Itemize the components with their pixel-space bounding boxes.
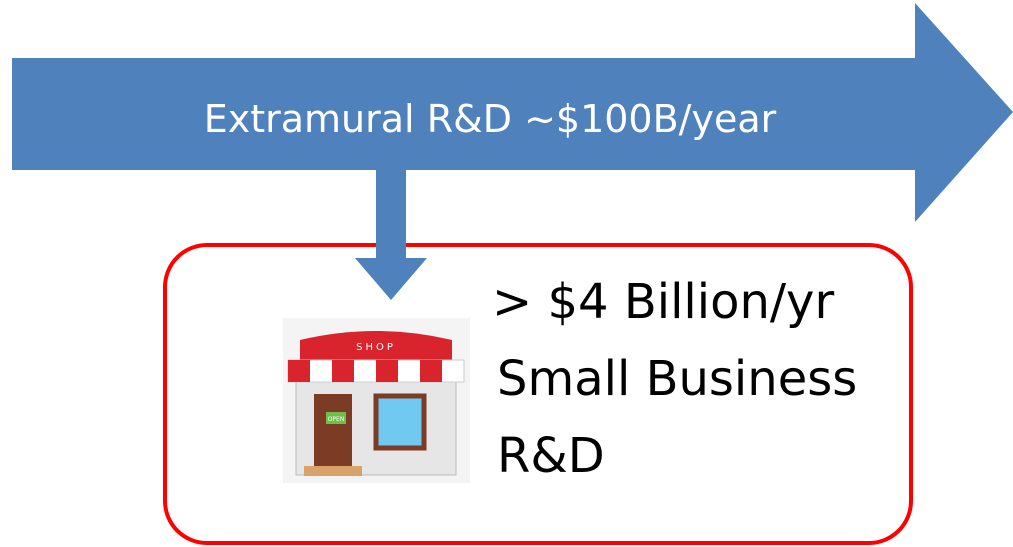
door-sign: OPEN	[328, 416, 345, 423]
box-line: > $4 Billion/yr	[492, 274, 834, 330]
main-arrow	[12, 3, 1013, 222]
door	[314, 394, 352, 466]
box-line: Small Business	[497, 351, 857, 407]
window	[373, 393, 427, 451]
highlight-box	[163, 243, 913, 545]
door-sign-board	[326, 412, 346, 424]
arrow-label: Extramural R&D ~$100B/year	[204, 97, 777, 141]
roof	[300, 331, 452, 360]
down-arrow	[355, 170, 427, 300]
shop-icon: SHOP OPEN	[283, 318, 470, 483]
awning	[287, 359, 465, 383]
box-line: R&D	[497, 428, 605, 484]
shop-sign: SHOP	[356, 342, 396, 353]
steps	[304, 466, 362, 476]
